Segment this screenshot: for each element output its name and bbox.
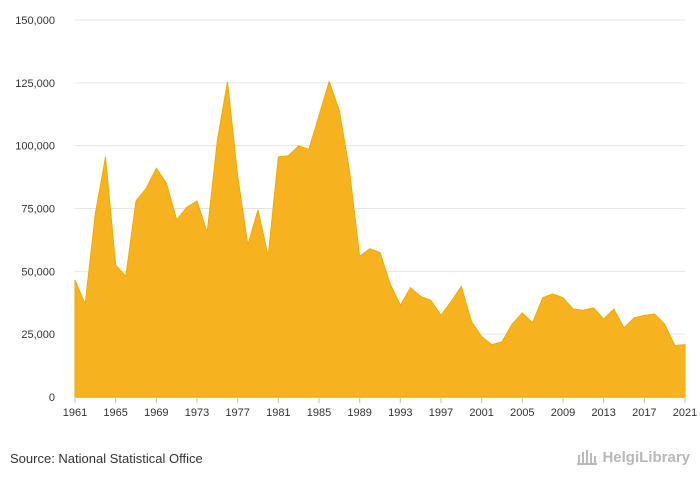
data-point	[683, 343, 687, 347]
axes: 0 25,000 50,000 75,000 100,000 125,000 150,000…	[15, 15, 697, 419]
data-point	[642, 313, 646, 317]
data-point	[602, 317, 606, 321]
data-point	[104, 155, 108, 159]
data-point	[205, 230, 209, 234]
source-note: Source: National Statistical Office	[10, 451, 203, 466]
data-point	[592, 306, 596, 310]
data-point	[581, 308, 585, 312]
helgi-library-logo[interactable]: HelgiLibrary	[576, 448, 690, 466]
data-point	[337, 108, 341, 112]
y-tick-label: 100,000	[15, 141, 55, 153]
x-tick-label: 1993	[388, 407, 412, 419]
data-point	[93, 212, 97, 216]
plot-area	[73, 79, 687, 398]
y-tick-label: 25,000	[21, 329, 55, 341]
data-point	[348, 169, 352, 173]
y-tick-label: 0	[49, 392, 55, 404]
area-chart: 0 25,000 50,000 75,000 100,000 125,000 150,000…	[15, 15, 697, 419]
data-point	[246, 243, 250, 247]
x-tick-label: 2001	[469, 407, 493, 419]
data-point	[429, 298, 433, 302]
data-point	[327, 80, 331, 84]
data-point	[510, 322, 514, 326]
data-point	[480, 335, 484, 339]
data-point	[419, 294, 423, 298]
data-point	[673, 343, 677, 347]
data-point	[439, 313, 443, 317]
data-point	[378, 250, 382, 254]
data-point	[500, 340, 504, 344]
y-tick-label: 150,000	[15, 15, 55, 27]
data-point	[632, 316, 636, 320]
y-tick-label: 125,000	[15, 78, 55, 90]
x-tick-label: 2017	[632, 407, 656, 419]
series-area	[74, 79, 686, 398]
data-point	[531, 321, 535, 325]
data-point	[520, 311, 524, 315]
x-tick-label: 2009	[551, 407, 575, 419]
data-point	[144, 186, 148, 190]
x-tick-label: 1989	[347, 407, 371, 419]
x-tick-label: 1961	[63, 407, 87, 419]
y-tick-label: 75,000	[21, 204, 55, 216]
data-point	[73, 278, 77, 282]
data-point	[307, 147, 311, 151]
data-point	[165, 181, 169, 185]
data-point	[134, 199, 138, 203]
data-point	[541, 296, 545, 300]
data-point	[622, 326, 626, 330]
data-point	[653, 312, 657, 316]
data-point	[154, 166, 158, 170]
data-point	[551, 292, 555, 296]
data-point	[409, 286, 413, 290]
data-point	[388, 282, 392, 286]
x-tick-label: 2005	[510, 407, 534, 419]
x-tick-label: 1973	[185, 407, 209, 419]
data-point	[368, 247, 372, 251]
data-point	[195, 199, 199, 203]
data-point	[287, 154, 291, 158]
data-point	[175, 218, 179, 222]
x-tick-label: 1965	[103, 407, 127, 419]
data-point	[185, 205, 189, 209]
library-building-icon	[577, 450, 598, 465]
x-tick-label: 1981	[266, 407, 290, 419]
data-point	[215, 139, 219, 143]
data-point	[236, 174, 240, 178]
data-point	[490, 343, 494, 347]
data-point	[459, 284, 463, 288]
data-point	[398, 303, 402, 307]
x-tick-label: 1997	[429, 407, 453, 419]
x-tick-label: 1985	[307, 407, 331, 419]
data-point	[83, 302, 87, 306]
data-point	[226, 80, 230, 84]
data-point	[470, 320, 474, 324]
x-tick-label: 1977	[225, 407, 249, 419]
y-tick-label: 50,000	[21, 266, 55, 278]
data-point	[317, 114, 321, 118]
data-point	[124, 274, 128, 278]
data-point	[571, 307, 575, 311]
data-point	[297, 144, 301, 148]
data-point	[561, 296, 565, 300]
data-point	[358, 254, 362, 258]
x-tick-label: 2013	[591, 407, 615, 419]
data-point	[266, 254, 270, 258]
data-point	[449, 299, 453, 303]
x-tick-label: 1969	[144, 407, 168, 419]
data-point	[663, 322, 667, 326]
data-point	[114, 263, 118, 267]
logo-text: HelgiLibrary	[602, 448, 690, 466]
x-tick-label: 2021	[673, 407, 697, 419]
data-point	[256, 208, 260, 212]
data-point	[276, 155, 280, 159]
data-point	[612, 307, 616, 311]
